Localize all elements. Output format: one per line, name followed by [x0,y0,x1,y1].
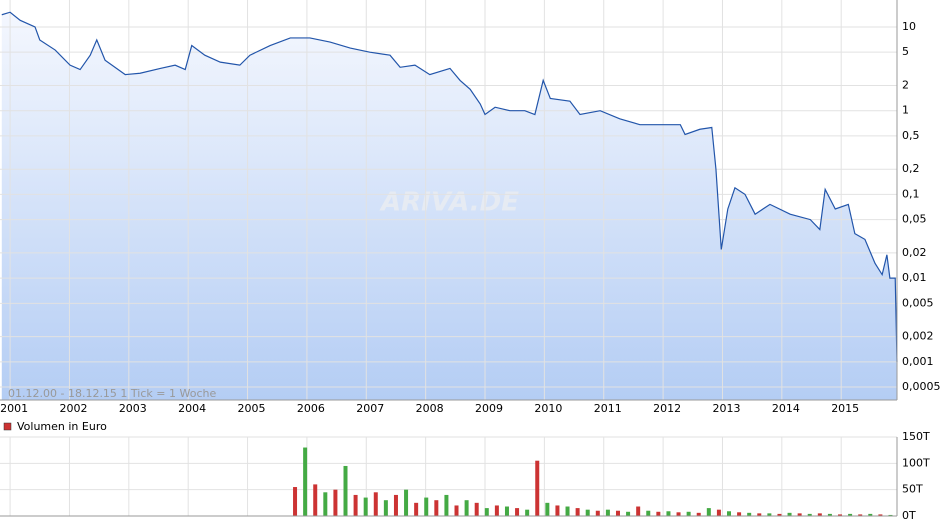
y-tick-label: 100T [902,456,930,469]
y-tick-label: 0,5 [902,129,920,142]
volume-bar [363,497,368,516]
x-tick-label: 2015 [831,402,859,415]
volume-bar [565,506,570,516]
volume-bar [575,508,580,516]
volume-bar [303,447,308,516]
y-tick-label: 2 [902,78,909,91]
x-tick-label: 2008 [416,402,444,415]
volume-bar [444,494,449,516]
volume-bar [626,511,631,516]
volume-bar [484,508,489,516]
volume-bar [595,510,600,516]
x-tick-label: 2007 [356,402,384,415]
volume-bar [696,512,701,516]
volume-bar [686,511,691,516]
volume-bar [293,487,298,516]
volume-bar [383,500,388,516]
volume-bar [787,512,792,516]
volume-bar [706,508,711,516]
y-tick-label: 0,005 [902,296,934,309]
y-tick-label: 0,002 [902,330,934,343]
y-tick-label: 0,001 [902,355,934,368]
x-tick-label: 2014 [772,402,800,415]
volume-bar [807,513,812,516]
volume-bar [373,492,378,516]
volume-bar [636,506,641,516]
x-tick-label: 2009 [475,402,503,415]
x-tick-label: 2001 [0,402,28,415]
volume-bar [757,513,762,516]
range-label: 01.12.00 - 18.12.15 1 Tick = 1 Woche [8,387,216,400]
volume-bar [777,513,782,516]
price-line [1,11,898,362]
volume-bar [838,514,843,516]
y-tick-label: 0,02 [902,246,927,259]
volume-bar [878,514,883,516]
volume-bar [797,513,802,516]
y-tick-label: 0,01 [902,271,927,284]
volume-bar [464,500,469,516]
volume-bar [555,505,560,516]
y-tick-label: 5 [902,45,909,58]
volume-bar [343,465,348,516]
volume-bar [454,505,459,516]
volume-bar [615,510,620,516]
y-tick-label: 10 [902,20,916,33]
volume-bar [747,512,752,516]
y-tick-label: 0,05 [902,213,927,226]
x-tick-label: 2004 [178,402,206,415]
volume-bar [848,513,853,516]
x-tick-label: 2006 [297,402,325,415]
volume-bar [827,513,832,516]
volume-bar [404,489,409,516]
volume-bar [545,502,550,516]
volume-bar [656,511,661,516]
volume-bar [525,509,530,516]
volume-bar [474,502,479,516]
x-tick-label: 2012 [653,402,681,415]
volume-bar [646,510,651,516]
y-tick-label: 0,1 [902,187,920,200]
volume-bar [858,514,863,516]
volume-bar [393,494,398,516]
legend-label: Volumen in Euro [17,420,107,433]
volume-bar [414,502,419,516]
volume-bar [666,511,671,516]
volume-bar [676,512,681,516]
x-tick-label: 2005 [238,402,266,415]
y-tick-label: 50T [902,483,923,496]
volume-bar [605,509,610,516]
volume-bar [333,489,338,516]
volume-bar [515,508,520,516]
watermark: ARIVA.DE [379,188,519,218]
volume-bar [323,492,328,516]
x-tick-label: 2013 [712,402,740,415]
volume-bar [767,513,772,516]
volume-bar [313,484,318,516]
volume-bar [817,513,822,516]
legend-swatch [3,422,12,431]
y-tick-label: 0,0005 [902,380,940,393]
x-tick-label: 2002 [59,402,87,415]
volume-bar [726,511,731,516]
x-tick-label: 2003 [119,402,147,415]
y-tick-label: 1 [902,104,909,117]
volume-bar [353,494,358,516]
volume-bar [504,506,509,516]
volume-bar [868,513,873,516]
volume-bar [716,509,721,516]
volume-bar [585,509,590,516]
y-tick-label: 0,2 [902,162,920,175]
y-tick-label: 150T [902,430,930,443]
volume-bar [494,505,499,516]
y-tick-label: 0T [902,509,916,522]
volume-bar [737,512,742,516]
x-tick-label: 2010 [534,402,562,415]
volume-bar [535,460,540,516]
x-tick-label: 2011 [594,402,622,415]
volume-bar [888,514,893,516]
volume-bar [424,497,429,516]
volume-bar [434,500,439,516]
